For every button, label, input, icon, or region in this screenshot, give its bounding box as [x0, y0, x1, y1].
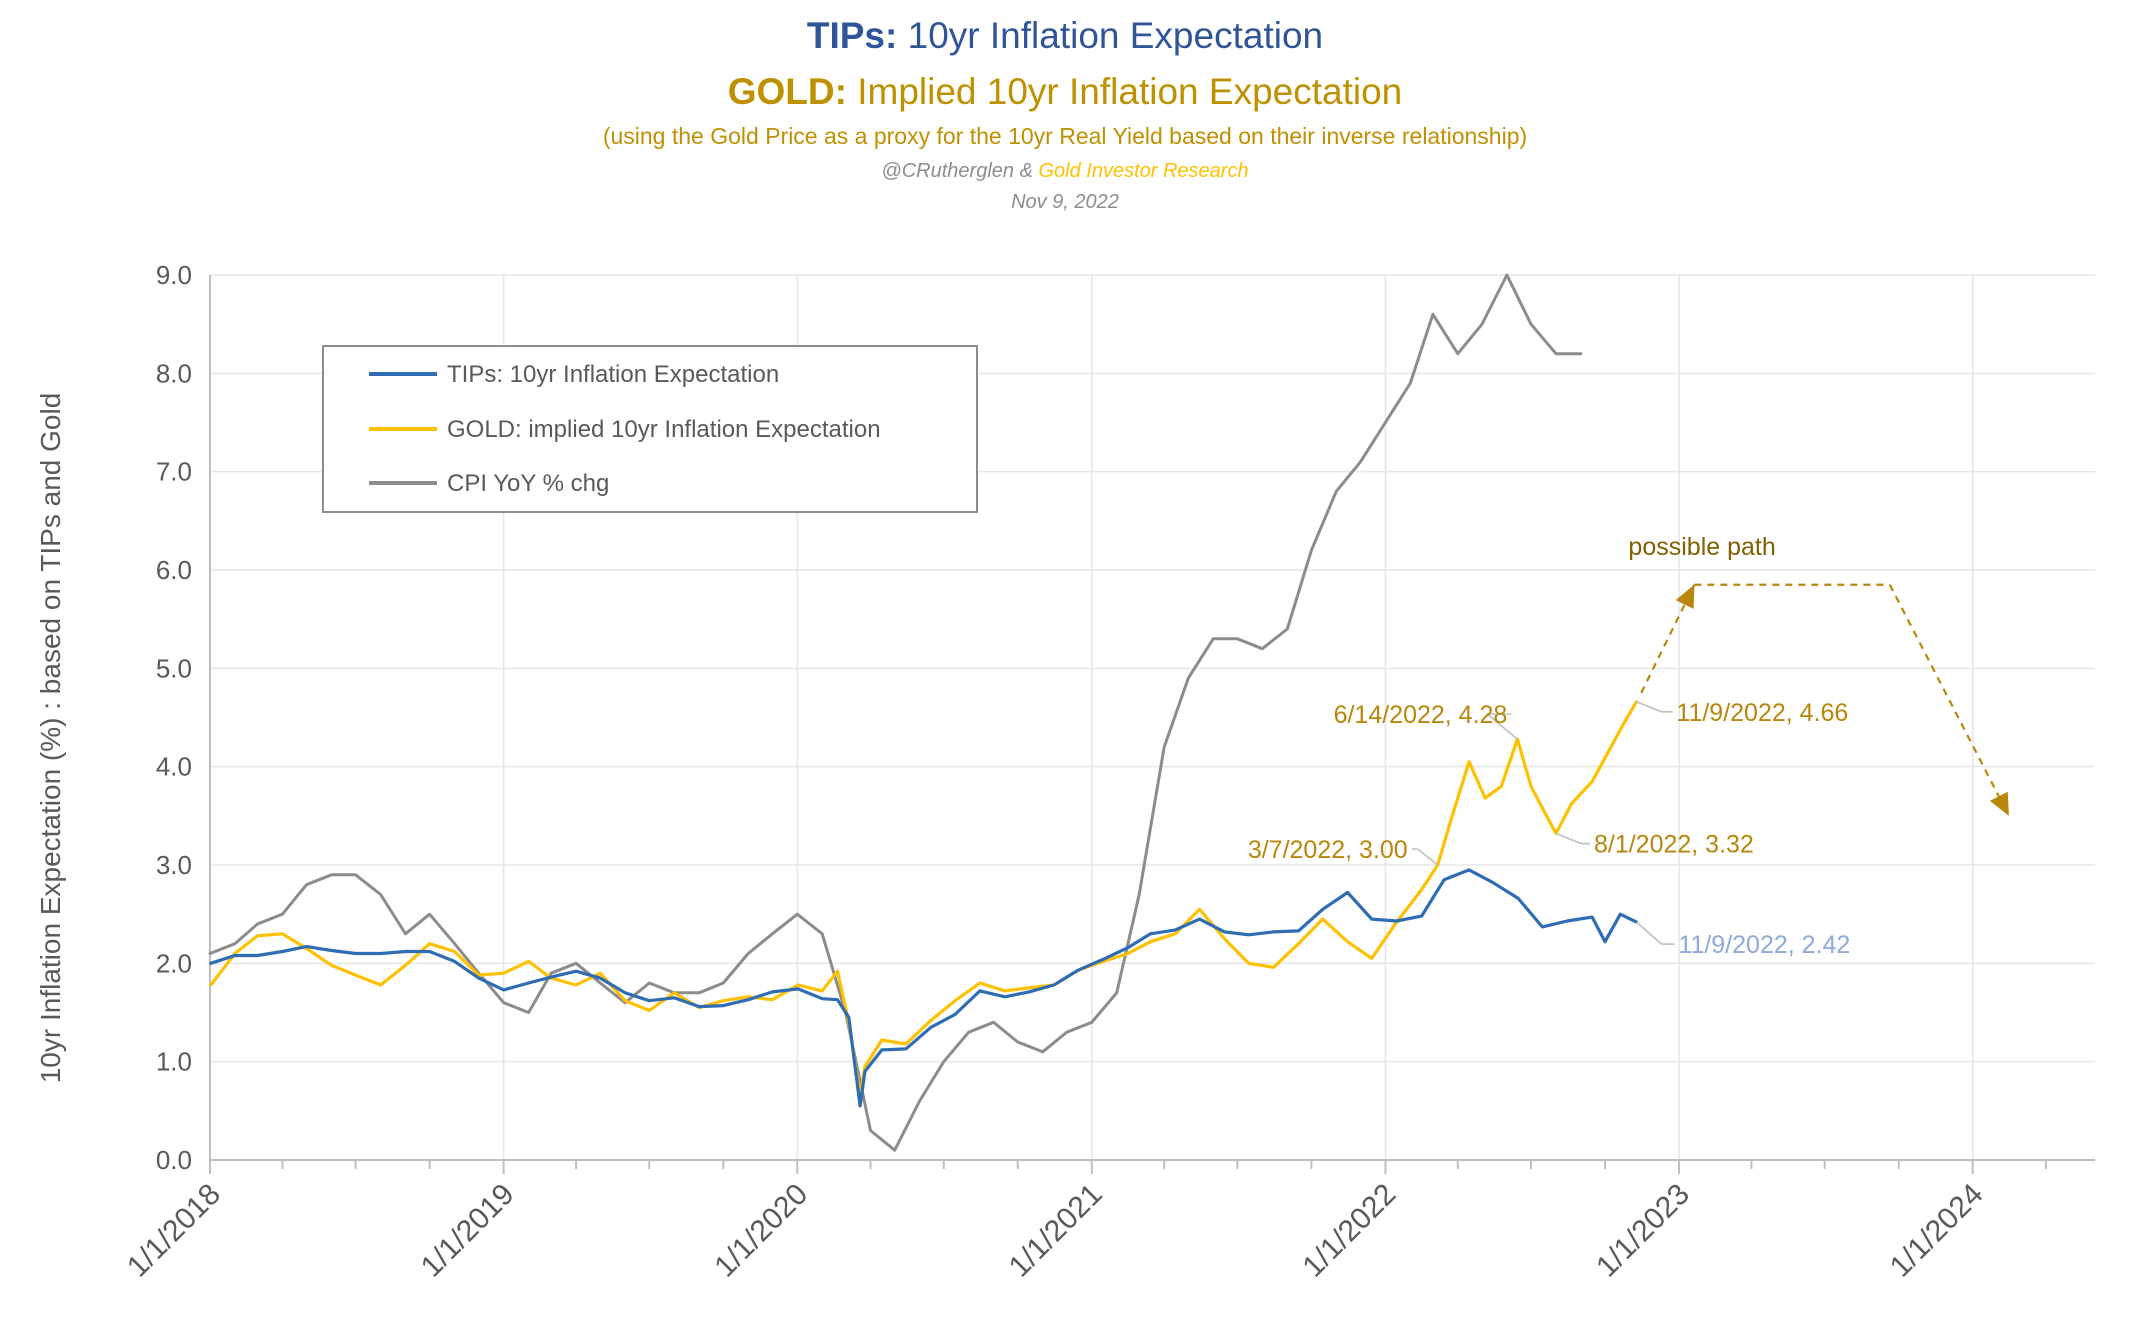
x-tick-label: 1/1/2022	[1296, 1178, 1402, 1284]
possible-path-arrowhead-down	[1989, 791, 2009, 816]
y-tick-label: 0.0	[156, 1145, 192, 1175]
annotation-leader-a3	[1636, 701, 1673, 713]
possible-path-layer: possible path	[1628, 533, 2010, 817]
y-tick-label: 8.0	[156, 358, 192, 388]
y-axis-label: 10yr Inflation Expectation (%) : based o…	[35, 393, 66, 1084]
x-tick-label: 1/1/2018	[121, 1178, 227, 1284]
y-tick-label: 1.0	[156, 1047, 192, 1077]
y-tick-label: 6.0	[156, 555, 192, 585]
title-gold-bold: GOLD:	[728, 71, 847, 112]
y-tick-label: 2.0	[156, 948, 192, 978]
x-tick-label: 1/1/2024	[1884, 1178, 1990, 1284]
legend-label-cpi: CPI YoY % chg	[447, 470, 609, 497]
y-tick-label: 5.0	[156, 653, 192, 683]
chart-date: Nov 9, 2022	[1011, 191, 1119, 213]
series-line-gold	[209, 700, 1639, 1098]
possible-path-down	[1888, 584, 2010, 817]
title-line-1: TIPs: 10yr Inflation Expectation	[807, 15, 1323, 56]
subtitle: (using the Gold Price as a proxy for the…	[603, 123, 1527, 149]
annotation-label-a5: 11/9/2022, 2.42	[1678, 931, 1850, 959]
title-tips-rest: 10yr Inflation Expectation	[897, 15, 1323, 56]
y-tick-label: 3.0	[156, 850, 192, 880]
title-line-2: GOLD: Implied 10yr Inflation Expectation	[728, 71, 1403, 112]
x-tick-label: 1/1/2021	[1003, 1178, 1109, 1284]
possible-path-label: possible path	[1628, 533, 1775, 561]
annotation-label-a4: 8/1/2022, 3.32	[1594, 831, 1754, 859]
annotation-label-a2: 3/7/2022, 3.00	[1248, 836, 1408, 864]
y-tick-label: 4.0	[156, 752, 192, 782]
x-tick-label: 1/1/2020	[708, 1178, 814, 1284]
annotation-label-a1: 6/14/2022, 4.28	[1334, 701, 1508, 729]
annotations: 6/14/2022, 4.28 3/7/2022, 3.00 11/9/2022, …	[1248, 699, 1851, 959]
annotation-label-a3: 11/9/2022, 4.66	[1676, 699, 1848, 727]
legend: TIPs: 10yr Inflation Expectation GOLD: i…	[322, 345, 978, 513]
title-tips-bold: TIPs:	[807, 15, 897, 56]
credit: @CRutherglen & Gold Investor Research	[881, 160, 1248, 182]
credit-author: @CRutherglen &	[881, 160, 1038, 182]
legend-label-gold: GOLD: implied 10yr Inflation Expectation	[447, 416, 881, 443]
y-tick-label: 7.0	[156, 457, 192, 487]
series-line-cpi	[208, 273, 1583, 1152]
credit-research: Gold Investor Research	[1038, 160, 1248, 182]
legend-label-tips: TIPs: 10yr Inflation Expectation	[447, 361, 779, 388]
x-tick-label: 1/1/2019	[415, 1178, 521, 1284]
series-line-tips	[209, 868, 1639, 1108]
series-lines	[208, 273, 1639, 1152]
annotation-leader-a4	[1555, 832, 1590, 845]
possible-path-arrowhead-up	[1675, 584, 1695, 609]
annotation-leader-a5	[1635, 921, 1675, 945]
title-gold-rest: Implied 10yr Inflation Expectation	[847, 71, 1402, 112]
y-tick-label: 9.0	[156, 260, 192, 290]
annotation-leader-a2	[1411, 848, 1439, 866]
x-tick-label: 1/1/2023	[1590, 1178, 1696, 1284]
annotation-leader-a1	[1485, 713, 1518, 740]
